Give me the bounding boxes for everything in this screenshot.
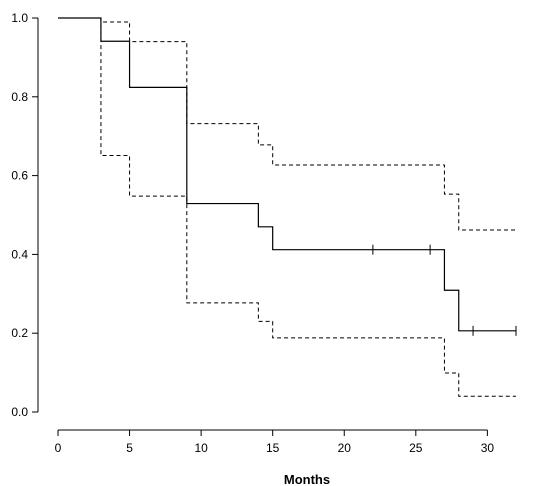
y-tick-label: 0.4 [11,247,28,261]
survival-estimate-line [58,17,516,332]
plot-area [58,17,517,397]
x-tick-label: 30 [481,441,495,455]
y-axis: 0.0 0.2 0.4 0.6 0.8 1.0 [11,11,39,419]
y-tick-label: 1.0 [11,11,28,25]
upper-confidence-line [58,17,516,231]
lower-confidence-line [58,17,516,397]
y-tick-label: 0.6 [11,169,28,183]
x-tick-label: 10 [194,441,208,455]
x-axis: 0 5 10 15 20 25 30 [55,429,495,455]
y-tick-label: 0.2 [11,326,28,340]
x-tick-label: 20 [338,441,352,455]
x-axis-title: Months [284,472,330,486]
y-tick-label: 0.8 [11,90,28,104]
x-tick-label: 5 [126,441,133,455]
x-tick-label: 15 [266,441,280,455]
x-tick-label: 0 [55,441,62,455]
x-tick-label: 25 [409,441,423,455]
y-tick-label: 0.0 [11,405,28,419]
